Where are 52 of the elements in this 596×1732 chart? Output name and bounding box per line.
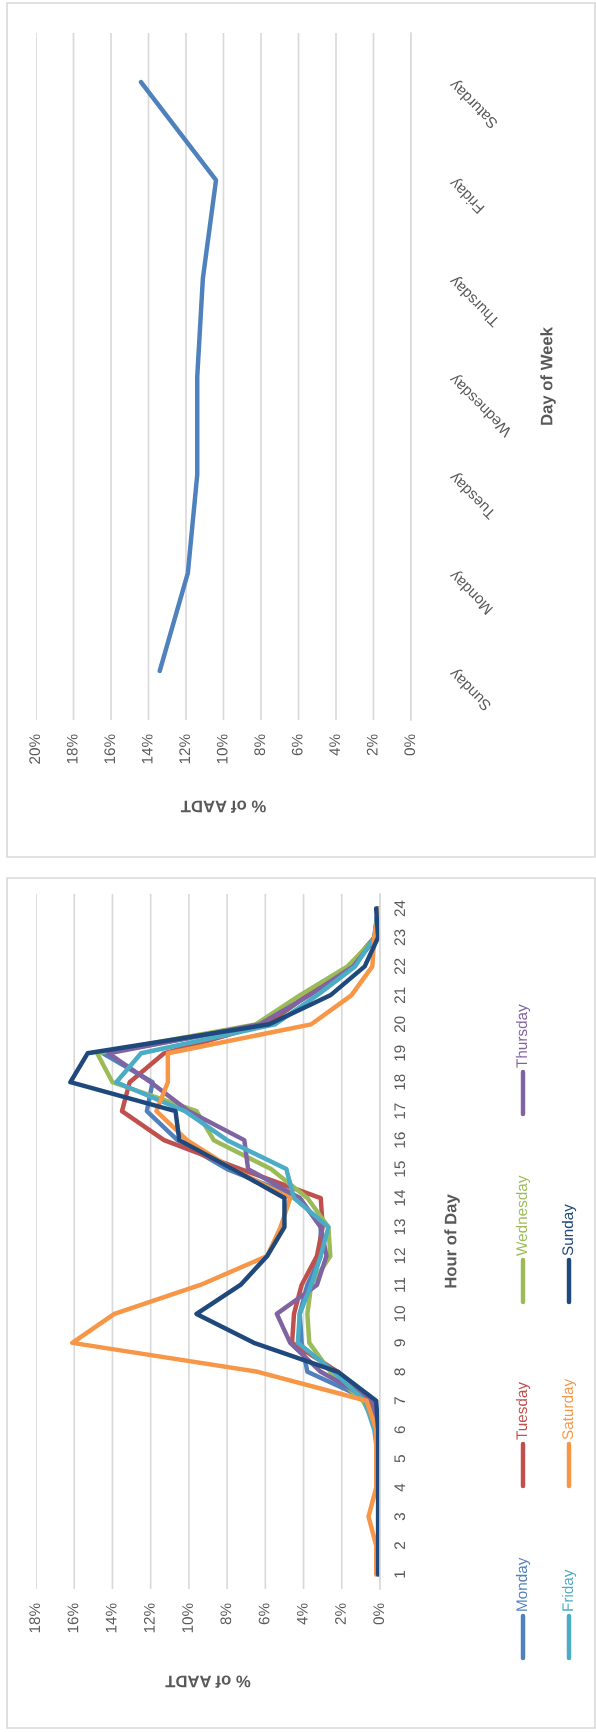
y-tick-label: 5: [394, 1455, 406, 1463]
y-axis-title: Hour of Day: [444, 1194, 460, 1288]
y-tick-label: 15: [394, 1161, 406, 1177]
x-tick-label: 12%: [179, 734, 191, 764]
y-tick-label: 2: [394, 1542, 405, 1550]
y-tick-label: 12: [394, 1248, 405, 1264]
x-tick-label: 18%: [66, 734, 78, 764]
x-tick-label: 6%: [291, 734, 303, 756]
x-tick-label: 16%: [104, 734, 116, 764]
x-tick-label: 10%: [182, 1603, 193, 1633]
text: Sunday: [561, 1204, 577, 1256]
y-tick-label: 4: [394, 1483, 405, 1492]
x-tick-label: 8%: [254, 734, 266, 756]
y-tick-label: 13: [394, 1219, 406, 1235]
y-tick-label: 18: [394, 1074, 406, 1090]
y-tick-label: 11: [394, 1277, 405, 1292]
x-tick-label: 4%: [296, 1603, 308, 1625]
x-tick-label: 2%: [366, 734, 378, 756]
y-tick-label: 9: [394, 1339, 406, 1347]
x-tick-label: 0%: [373, 1603, 385, 1625]
x-tick-label: 2%: [335, 1603, 346, 1625]
x-axis-title: % of AADT: [165, 1675, 251, 1688]
y-tick-label: 10: [394, 1306, 406, 1322]
y-axis-title: Day of Week: [540, 327, 556, 425]
y-tick-label: 16: [394, 1132, 406, 1148]
y-tick-label: 1: [394, 1571, 405, 1578]
x-tick-label: 6%: [258, 1603, 270, 1625]
y-tick-label: 20: [394, 1016, 406, 1033]
x-tick-label: 0%: [404, 734, 416, 756]
y-tick-label: 21: [394, 987, 405, 1004]
x-tick-label: 14%: [105, 1603, 117, 1633]
x-tick-label: 8%: [220, 1603, 232, 1625]
text: Saturday: [561, 1378, 577, 1440]
y-tick-label: 19: [394, 1045, 406, 1061]
y-tick-label: 14: [394, 1190, 405, 1206]
x-tick-label: 12%: [143, 1603, 155, 1633]
x-tick-label: 4%: [329, 734, 341, 756]
x-tick-label: 16%: [67, 1603, 79, 1633]
y-tick-label: 3: [394, 1513, 406, 1521]
y-tick-label: 6: [394, 1426, 406, 1434]
y-tick-label: 17: [394, 1103, 405, 1119]
y-tick-label: 7: [394, 1397, 405, 1405]
x-tick-label: 14%: [141, 734, 153, 764]
text: Friday: [561, 1569, 577, 1611]
x-tick-label: 20%: [29, 734, 41, 764]
y-tick-label: 22: [394, 958, 405, 975]
y-tick-label: 23: [394, 929, 406, 946]
x-tick-label: 18%: [29, 1603, 41, 1633]
y-tick-label: 8: [394, 1368, 406, 1376]
x-tick-label: 10%: [216, 734, 228, 764]
x-axis-title: % of AADT: [180, 800, 266, 813]
y-tick-label: 24: [394, 900, 405, 917]
